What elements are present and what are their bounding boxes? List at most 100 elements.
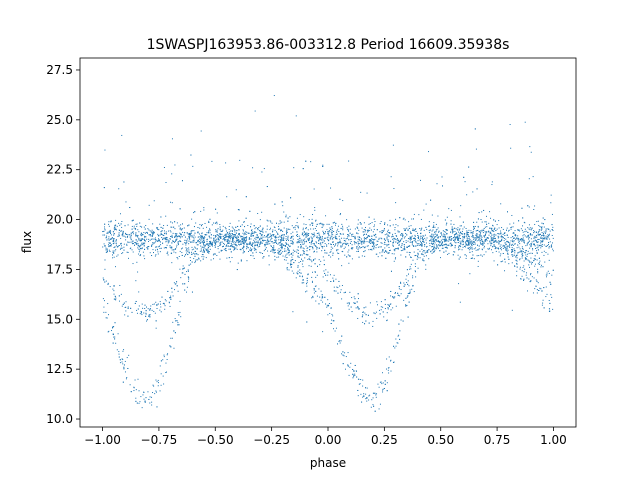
data-point <box>250 226 252 228</box>
data-point <box>108 239 110 241</box>
data-point <box>354 302 356 304</box>
data-point <box>200 237 202 239</box>
data-point <box>279 220 281 222</box>
data-point <box>216 241 218 243</box>
data-point <box>162 242 164 244</box>
data-point <box>425 268 427 270</box>
data-point <box>283 221 285 223</box>
data-point <box>233 249 235 251</box>
data-point <box>549 230 551 232</box>
data-point <box>380 220 382 222</box>
data-point <box>378 386 380 388</box>
data-point <box>281 245 283 247</box>
data-point <box>310 243 312 245</box>
data-point <box>405 304 407 306</box>
data-point <box>173 251 175 253</box>
data-point <box>470 241 472 243</box>
data-point <box>382 382 384 384</box>
data-point <box>375 396 377 398</box>
data-point <box>228 233 230 235</box>
data-point <box>186 242 188 244</box>
data-point <box>229 261 231 263</box>
data-point <box>413 240 415 242</box>
data-point <box>323 245 325 247</box>
data-point <box>487 243 489 245</box>
data-point <box>467 232 469 234</box>
data-point <box>136 235 138 237</box>
data-point <box>351 244 353 246</box>
data-point <box>183 234 185 236</box>
data-point <box>443 235 445 237</box>
data-point <box>215 235 217 237</box>
data-point <box>123 235 125 237</box>
data-point <box>136 240 138 242</box>
data-point <box>130 236 132 238</box>
data-point <box>153 200 155 202</box>
data-point <box>423 229 425 231</box>
data-point <box>346 227 348 229</box>
data-point <box>539 233 541 235</box>
data-point <box>113 238 115 240</box>
data-point <box>392 242 394 244</box>
data-point <box>301 254 303 256</box>
data-point <box>323 232 325 234</box>
data-point <box>156 304 158 306</box>
data-point <box>372 242 374 244</box>
data-point <box>216 221 218 223</box>
data-point <box>430 251 431 253</box>
data-point <box>234 237 236 239</box>
data-point <box>176 257 178 259</box>
data-point <box>273 247 275 249</box>
data-point <box>267 234 269 236</box>
data-point <box>278 242 280 244</box>
data-point <box>345 238 347 240</box>
data-point <box>250 250 252 252</box>
data-point <box>165 182 167 184</box>
data-point <box>169 345 171 347</box>
data-point <box>380 246 382 248</box>
data-point <box>240 260 242 262</box>
data-point <box>309 256 311 258</box>
data-point <box>283 211 285 213</box>
data-point <box>375 236 377 238</box>
data-point <box>472 254 474 256</box>
data-point <box>458 234 460 236</box>
data-point <box>335 290 337 292</box>
data-point <box>167 242 169 244</box>
data-point <box>523 221 525 223</box>
data-point <box>156 305 158 307</box>
data-point <box>174 228 176 230</box>
data-point <box>413 230 415 232</box>
data-point <box>392 362 394 363</box>
data-point <box>188 277 190 279</box>
data-point <box>120 223 122 225</box>
data-point <box>279 236 281 238</box>
data-point <box>506 240 508 242</box>
data-point <box>478 234 480 236</box>
data-point <box>308 233 310 235</box>
data-point <box>112 240 114 242</box>
data-point <box>328 234 330 236</box>
data-point <box>451 228 453 230</box>
data-point <box>308 257 310 259</box>
data-point <box>146 306 147 308</box>
data-point <box>468 236 470 238</box>
data-point <box>528 178 530 180</box>
data-point <box>156 308 158 309</box>
data-point <box>177 312 179 314</box>
data-point <box>492 225 494 227</box>
data-point <box>157 385 159 387</box>
data-point <box>197 232 199 234</box>
data-point <box>161 236 163 238</box>
data-point <box>104 268 106 270</box>
data-point <box>387 244 389 246</box>
data-point <box>210 240 212 242</box>
data-point <box>118 245 120 246</box>
data-point <box>351 297 353 299</box>
data-point <box>434 233 436 235</box>
data-point <box>512 226 514 228</box>
data-point <box>381 238 383 240</box>
data-point <box>135 228 137 230</box>
data-point <box>166 237 168 239</box>
data-point <box>341 223 343 225</box>
